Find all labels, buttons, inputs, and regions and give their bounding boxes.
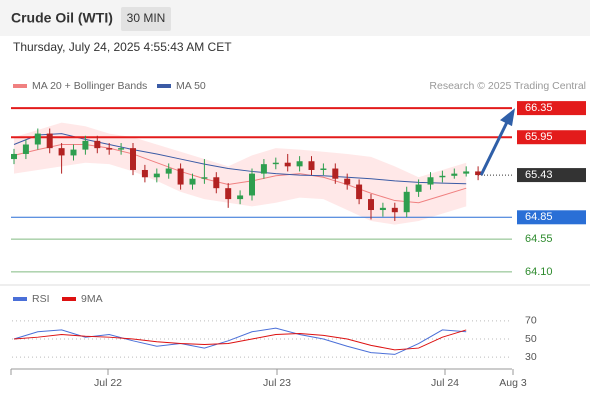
timeframe-button[interactable] (121, 7, 171, 31)
candle-body (320, 168, 327, 170)
candle-body (356, 184, 363, 200)
legend-label: MA 20 + Bollinger Bands (32, 80, 147, 92)
candle-body (22, 144, 29, 154)
candle-body (332, 168, 339, 179)
candle-body (106, 148, 113, 150)
candle-body (284, 162, 291, 167)
candle-body (34, 133, 41, 145)
level-label: 65.95 (525, 131, 553, 143)
legend-swatch (157, 84, 171, 88)
candle-body (415, 184, 422, 192)
level-box (517, 210, 586, 225)
candle-body (141, 169, 148, 178)
level-box (517, 101, 586, 116)
candle-body (58, 148, 65, 156)
level-label: 64.85 (525, 211, 553, 223)
candle-body (451, 173, 458, 176)
candle-body (296, 161, 303, 167)
level-label: 64.10 (525, 266, 553, 278)
x-tick-label: Jul 24 (431, 377, 459, 389)
candle-body (165, 168, 172, 174)
datetime: Thursday, July 24, 2025 4:55:43 AM CET (13, 40, 232, 54)
x-tick-label: Aug 3 (499, 377, 527, 389)
candle-body (344, 178, 351, 185)
title: Crude Oil (WTI) (11, 10, 113, 26)
forecast-arrow (479, 119, 510, 176)
forecast-arrowhead (500, 108, 515, 127)
level-box (517, 168, 586, 183)
candle-body (403, 191, 410, 213)
candle-body (130, 148, 136, 170)
timeframe[interactable]: 30 MIN (127, 11, 166, 25)
candle-body (46, 133, 53, 149)
x-tick-label: Jul 22 (94, 377, 122, 389)
candle-body (427, 177, 434, 185)
legend-label: MA 50 (176, 80, 206, 92)
credit: Research © 2025 Trading Central (429, 80, 586, 92)
legend-label: RSI (32, 293, 50, 305)
legend-label: 9MA (81, 293, 103, 305)
candle-body (189, 178, 196, 185)
ma20-line (13, 144, 467, 204)
candle-body (225, 188, 232, 200)
y-tick-label: 30 (525, 351, 537, 363)
level-box (517, 130, 586, 145)
candle-body (153, 173, 160, 178)
candle-body (463, 171, 470, 174)
candle-body (308, 161, 315, 170)
candle-body (260, 164, 267, 174)
candle-body (70, 149, 77, 156)
y-tick-label: 50 (525, 333, 537, 345)
level-label: 65.43 (525, 169, 553, 181)
candle-body (213, 177, 220, 189)
legend-swatch (13, 297, 27, 301)
rsi-ma-line (13, 329, 467, 351)
candle-body (201, 177, 208, 179)
ma50-line (13, 133, 467, 185)
candle-body (11, 153, 17, 160)
y-tick-label: 70 (525, 315, 537, 327)
candle-body (94, 140, 101, 149)
legend-swatch (62, 297, 76, 301)
level-label: 66.35 (525, 102, 553, 114)
candle-body (379, 207, 386, 211)
candle-body (368, 199, 374, 211)
candle-body (249, 173, 255, 196)
candle-body (475, 171, 482, 176)
x-tick-label: Jul 23 (263, 377, 291, 389)
candle-body (237, 195, 244, 200)
level-label: 64.55 (525, 233, 553, 245)
candle-body (272, 162, 279, 165)
candle-body (118, 148, 125, 150)
candle-body (177, 168, 184, 185)
legend-swatch (13, 84, 27, 88)
candle-body (439, 175, 446, 178)
candle-body (391, 207, 398, 213)
header-bar (0, 0, 590, 36)
candle-body (82, 140, 89, 150)
